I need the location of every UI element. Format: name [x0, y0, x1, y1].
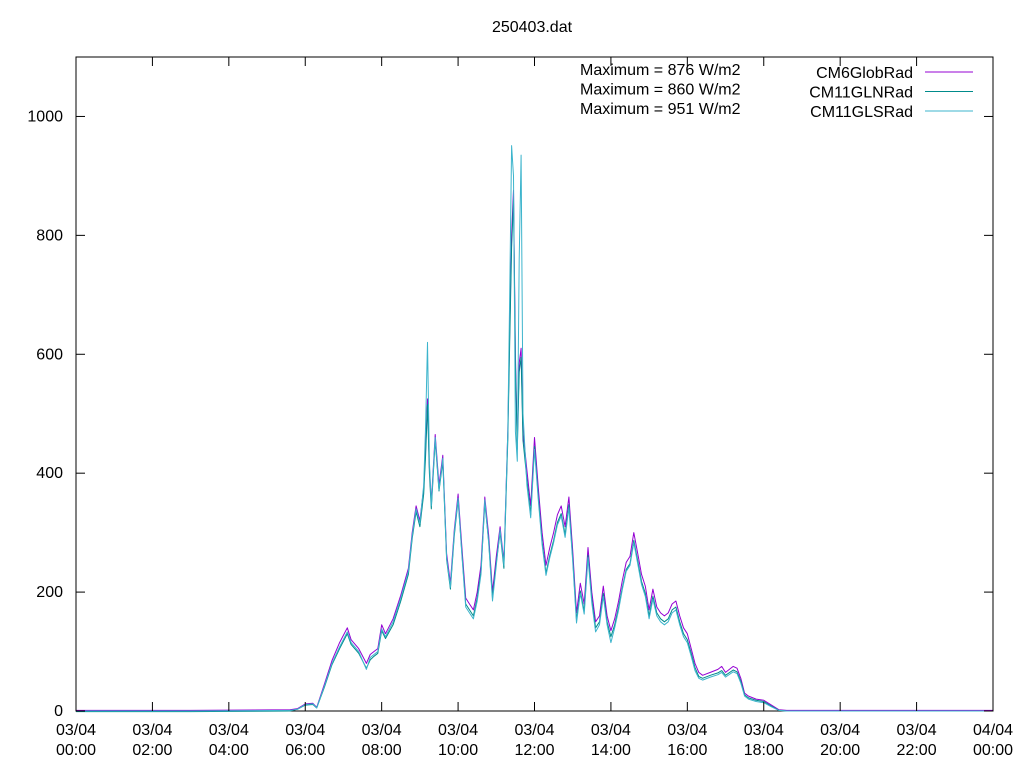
- y-tick-label: 200: [36, 584, 63, 601]
- x-tick-label-date: 03/04: [667, 722, 707, 739]
- x-tick-label-date: 04/04: [973, 722, 1013, 739]
- x-tick-label-time: 04:00: [209, 742, 249, 759]
- x-tick-label-time: 02:00: [132, 742, 172, 759]
- max-annotation: Maximum = 860 W/m2: [580, 82, 741, 99]
- axes-group: 0 200 400 600 800 1000 03/04 00:00 03/04 02:00 03/…: [27, 57, 1013, 759]
- legend-label: CM11GLNRad: [809, 85, 913, 102]
- x-tick-label-date: 03/04: [438, 722, 478, 739]
- y-tick-label: 600: [36, 346, 63, 363]
- series-line-CM11GLSRad: [76, 145, 993, 712]
- x-tick-label-date: 03/04: [591, 722, 631, 739]
- x-tick-label-time: 10:00: [438, 742, 478, 759]
- x-tick-label-date: 03/04: [132, 722, 172, 739]
- x-tick-label-time: 14:00: [591, 742, 631, 759]
- x-tick-label-time: 20:00: [820, 742, 860, 759]
- series-line-CM6GlobRad: [76, 189, 993, 711]
- x-tick-label-time: 00:00: [56, 742, 96, 759]
- x-tick-label-date: 03/04: [209, 722, 249, 739]
- max-annotation: Maximum = 951 W/m2: [580, 101, 741, 118]
- x-tick-label-date: 03/04: [820, 722, 860, 739]
- y-tick-label: 800: [36, 227, 63, 244]
- x-tick-label-date: 03/04: [362, 722, 402, 739]
- x-tick-label-date: 03/04: [744, 722, 784, 739]
- y-tick-label: 400: [36, 465, 63, 482]
- x-tick-label-date: 03/04: [285, 722, 325, 739]
- y-tick-label: 1000: [27, 108, 63, 125]
- x-tick-label-time: 00:00: [973, 742, 1013, 759]
- x-tick-label-time: 06:00: [285, 742, 325, 759]
- legend-label: CM6GlobRad: [816, 65, 913, 82]
- x-tick-label-date: 03/04: [897, 722, 937, 739]
- x-tick-label-time: 22:00: [897, 742, 937, 759]
- series-group: [76, 145, 993, 713]
- chart-title: 250403.dat: [492, 19, 573, 36]
- y-tick-label: 0: [54, 703, 63, 720]
- legend: CM6GlobRad CM11GLNRad CM11GLSRad: [809, 65, 973, 121]
- max-annotation: Maximum = 876 W/m2: [580, 62, 741, 79]
- series-line-CM11GLNRad: [76, 199, 993, 713]
- x-tick-label-time: 08:00: [362, 742, 402, 759]
- x-tick-label-time: 16:00: [667, 742, 707, 759]
- x-tick-label-time: 12:00: [514, 742, 554, 759]
- x-tick-label-date: 03/04: [56, 722, 96, 739]
- annotation-group: Maximum = 876 W/m2 Maximum = 860 W/m2 Maxi…: [580, 62, 741, 118]
- legend-label: CM11GLSRad: [810, 104, 913, 121]
- x-tick-label-date: 03/04: [514, 722, 554, 739]
- x-tick-label-time: 18:00: [744, 742, 784, 759]
